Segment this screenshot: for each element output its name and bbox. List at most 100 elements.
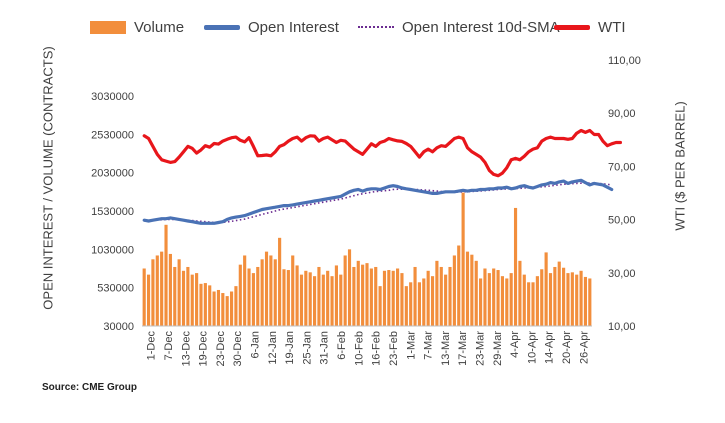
volume-bar xyxy=(566,273,570,326)
x-tick-label: 29-Mar xyxy=(492,331,504,366)
x-tick-label: 10-Feb xyxy=(353,331,365,366)
volume-bar xyxy=(382,270,387,326)
volume-bar xyxy=(422,278,426,326)
wti-line xyxy=(142,128,622,178)
y-axis-right-title: WTI ($ PER BARREL) xyxy=(672,101,688,231)
volume-bar xyxy=(461,192,465,326)
volume-bar xyxy=(308,272,312,326)
volume-bar xyxy=(181,270,186,326)
volume-bar xyxy=(155,255,159,326)
volume-bar xyxy=(190,274,194,326)
volume-bar xyxy=(409,282,413,326)
volume-bar xyxy=(500,276,505,326)
volume-bar xyxy=(299,274,304,326)
volume-bar xyxy=(417,282,421,326)
x-tick-label: 6-Feb xyxy=(336,331,348,360)
volume-bar xyxy=(426,270,430,326)
x-tick-label: 14-Apr xyxy=(544,331,556,364)
volume-bar xyxy=(474,260,478,326)
volume-bar xyxy=(212,291,216,326)
volume-bar xyxy=(439,266,443,326)
volume-bar xyxy=(269,255,273,326)
x-tick-label: 13-Mar xyxy=(440,331,452,366)
x-axis: 1-Dec 7-Dec 13-Dec 19-Dec 23-Dec 30-Dec 6-Jan 1… xyxy=(142,325,592,367)
volume-bar xyxy=(146,274,151,326)
volume-bar xyxy=(365,263,369,326)
volume-bar xyxy=(321,274,325,326)
source-note: Source: CME Group xyxy=(42,382,138,393)
legend: Volume Open Interest Open Interest 10d-S… xyxy=(0,14,725,40)
volume-bar xyxy=(465,251,470,326)
x-tick-label: 19-Jan xyxy=(284,331,296,365)
y2-tick-label: 70,00 xyxy=(608,161,636,173)
volume-bar xyxy=(295,265,299,326)
open-interest-line xyxy=(142,178,614,225)
volume-bar xyxy=(238,264,242,326)
x-tick-label: 23-Mar xyxy=(475,331,487,366)
volume-bar xyxy=(225,296,229,326)
volume-bar xyxy=(142,268,146,326)
volume-bar xyxy=(317,266,321,326)
y-tick-label: 30000 xyxy=(103,321,134,333)
volume-bar xyxy=(557,261,561,326)
x-tick-label: 26-Apr xyxy=(578,331,590,364)
volume-bar xyxy=(588,278,592,326)
volume-bar xyxy=(256,266,260,326)
legend-swatch-volume xyxy=(90,20,126,34)
volume-bar xyxy=(570,272,574,326)
volume-bar xyxy=(374,266,378,326)
volume-bar xyxy=(513,207,518,326)
volume-bar xyxy=(522,274,526,326)
x-tick-label: 25-Jan xyxy=(301,331,313,365)
x-tick-label: 4-Apr xyxy=(509,331,521,358)
x-tick-label: 19-Dec xyxy=(198,331,210,367)
volume-bar xyxy=(247,268,251,326)
volume-bar xyxy=(273,259,277,326)
volume-bar xyxy=(243,255,247,326)
legend-item-sma: Open Interest 10d-SMA xyxy=(358,14,560,40)
volume-bar xyxy=(369,268,373,326)
x-tick-label: 23-Feb xyxy=(388,331,400,366)
legend-swatch-wti xyxy=(554,24,590,30)
volume-bar xyxy=(313,276,317,326)
x-tick-label: 30-Dec xyxy=(232,331,244,367)
y-axis-left-title: OPEN INTEREST / VOLUME (CONTRACTS) xyxy=(40,46,56,310)
volume-bar xyxy=(334,265,338,326)
volume-bar xyxy=(444,274,448,326)
volume-bar xyxy=(278,237,282,326)
volume-bar xyxy=(505,278,509,326)
legend-label-open-interest: Open Interest xyxy=(248,18,339,36)
volume-bar xyxy=(391,270,395,326)
volume-bar xyxy=(216,289,221,326)
volume-bar xyxy=(173,266,177,326)
volume-bar xyxy=(579,270,583,326)
legend-item-open-interest: Open Interest xyxy=(204,14,339,40)
volume-bar xyxy=(404,286,408,326)
volume-bar xyxy=(540,269,544,326)
volume-bar xyxy=(164,224,168,326)
volume-bar xyxy=(199,283,203,326)
x-tick-label: 1-Mar xyxy=(405,331,417,360)
y2-tick-label: 110,00 xyxy=(608,55,641,67)
volume-bar xyxy=(435,260,439,326)
volume-bar xyxy=(291,255,295,326)
volume-bar xyxy=(387,270,391,326)
volume-bar xyxy=(347,249,352,326)
volume-bar xyxy=(548,273,553,326)
volume-bar xyxy=(304,270,308,326)
volume-bar xyxy=(330,276,334,326)
volume-bar xyxy=(553,266,557,326)
x-tick-label: 17-Mar xyxy=(457,331,469,366)
volume-bar xyxy=(575,274,579,326)
volume-bar xyxy=(400,273,404,326)
x-tick-label: 20-Apr xyxy=(561,331,573,364)
y-tick-label: 530000 xyxy=(97,283,134,295)
volume-bar xyxy=(229,291,234,326)
volume-bar xyxy=(151,259,155,326)
volume-bar xyxy=(492,268,496,326)
volume-bar xyxy=(452,255,456,326)
volume-bar xyxy=(160,251,164,326)
y-tick-label: 1530000 xyxy=(91,206,134,218)
volume-bar xyxy=(356,260,360,326)
